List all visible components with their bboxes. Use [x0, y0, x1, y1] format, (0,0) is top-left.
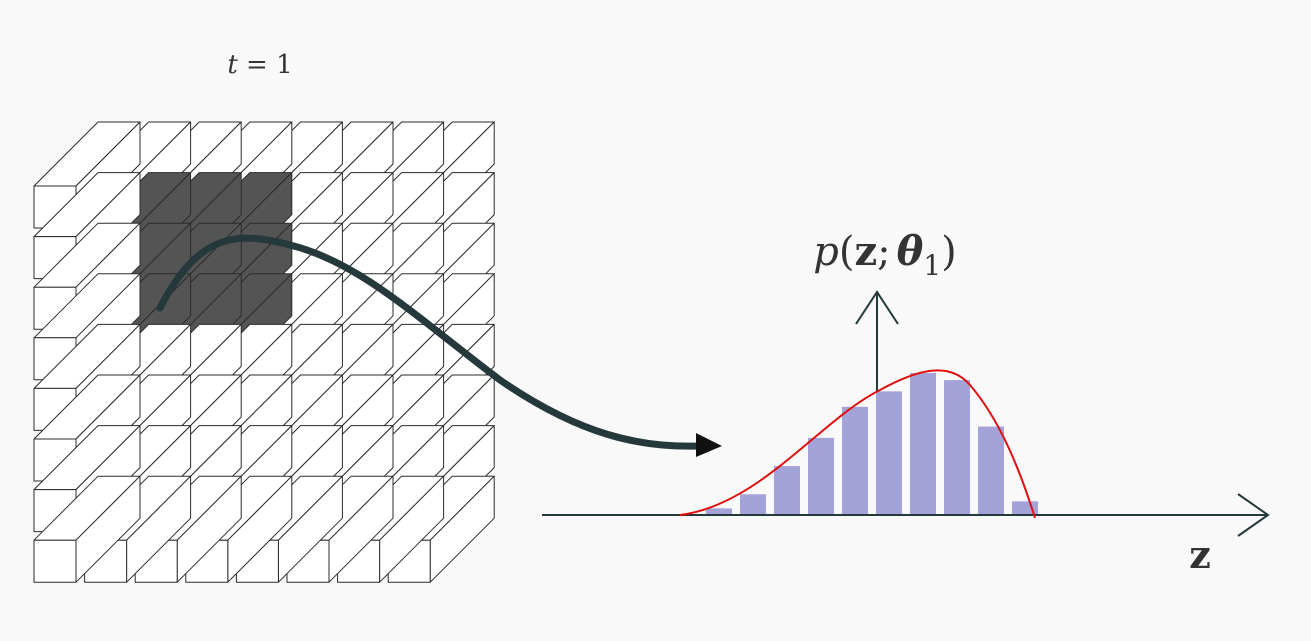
histogram-bar [876, 391, 902, 514]
voxel-front-face [33, 539, 77, 583]
voxel-grid [33, 121, 495, 583]
histogram-bar [808, 437, 834, 514]
dist-close-paren: ) [941, 229, 957, 275]
histogram-bar [774, 466, 800, 514]
histogram-bar [944, 380, 970, 514]
time-equals: = [238, 50, 276, 80]
dist-theta: θ [897, 228, 924, 275]
dist-subscript: 1 [923, 249, 941, 282]
z-axis-label: z [1189, 532, 1211, 577]
histogram-bar [842, 406, 868, 514]
distribution-label: p(z; θ1) [813, 228, 957, 282]
dist-z: z [854, 228, 877, 275]
mapping-arrow [156, 234, 704, 450]
dist-p: p [813, 229, 839, 275]
histogram [706, 373, 1038, 514]
histogram-bar [706, 508, 732, 514]
histogram-bar [910, 373, 936, 514]
density-axis-arrowhead [855, 290, 899, 325]
time-value: 1 [276, 50, 293, 80]
z-axis-arrowhead [1237, 493, 1270, 537]
z-axis [542, 493, 1270, 537]
histogram-bar [740, 494, 766, 514]
density-curve [679, 369, 1036, 519]
histogram-bar [978, 426, 1004, 514]
time-step-label: t = 1 [227, 50, 292, 80]
time-variable: t [227, 50, 238, 80]
dist-semicolon: ; [877, 229, 890, 275]
mapping-arrowhead [696, 433, 722, 457]
dist-open-paren: ( [839, 229, 855, 275]
